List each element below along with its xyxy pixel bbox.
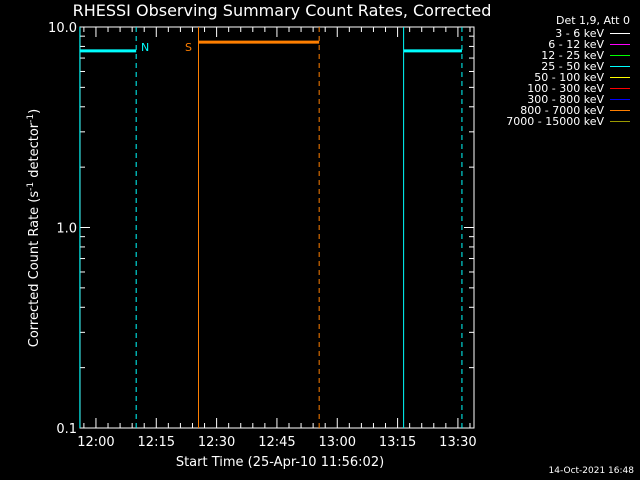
chart-title: RHESSI Observing Summary Count Rates, Co… (72, 1, 492, 20)
legend-swatch (610, 33, 630, 34)
plot-frame (79, 26, 475, 429)
legend-label: 50 - 100 keV (534, 71, 604, 84)
legend-swatch (610, 110, 630, 111)
x-tick-label: 12:00 (77, 435, 114, 450)
legend-entry: 3 - 6 keV (482, 28, 630, 39)
x-tick-label: 13:00 (319, 435, 356, 450)
y-tick-label: 1.0 (56, 222, 77, 237)
x-tick-label: 12:45 (258, 435, 295, 450)
legend-label: 6 - 12 keV (548, 38, 604, 51)
legend-entry: 800 - 7000 keV (482, 105, 630, 116)
legend-swatch (610, 44, 630, 45)
event-label: N (141, 41, 149, 54)
legend-swatch (610, 121, 630, 122)
x-tick-label: 12:15 (138, 435, 175, 450)
x-tick-label: 12:30 (198, 435, 235, 450)
legend-swatch (610, 99, 630, 100)
legend-swatch (610, 55, 630, 56)
y-tick-label: 0.1 (56, 422, 77, 437)
legend-entry: 50 - 100 keV (482, 72, 630, 83)
y-axis-label: Corrected Count Rate (s-1 detector-1) (25, 108, 43, 348)
legend-entry: 25 - 50 keV (482, 61, 630, 72)
timestamp: 14-Oct-2021 16:48 (548, 466, 634, 476)
legend-entry: 7000 - 15000 keV (482, 116, 630, 127)
event-label: S (185, 41, 192, 54)
y-tick-label: 10.0 (48, 21, 77, 36)
legend-swatch (610, 66, 630, 67)
legend-label: 100 - 300 keV (527, 82, 604, 95)
x-tick-label: 13:30 (439, 435, 476, 450)
legend: Det 1,9, Att 0 3 - 6 keV 6 - 12 keV 12 - 2… (482, 14, 630, 127)
legend-label: 3 - 6 keV (555, 27, 604, 40)
x-tick-label: 13:15 (379, 435, 416, 450)
legend-label: 25 - 50 keV (541, 60, 604, 73)
legend-swatch (610, 77, 630, 78)
legend-entry: 100 - 300 keV (482, 83, 630, 94)
legend-label: 12 - 25 keV (541, 49, 604, 62)
legend-label: 7000 - 15000 keV (506, 115, 604, 128)
legend-label: 800 - 7000 keV (520, 104, 604, 117)
legend-label: 300 - 800 keV (527, 93, 604, 106)
legend-entry: 6 - 12 keV (482, 39, 630, 50)
legend-entry: 300 - 800 keV (482, 94, 630, 105)
x-axis-label: Start Time (25-Apr-10 11:56:02) (175, 455, 385, 470)
legend-title: Det 1,9, Att 0 (556, 14, 630, 27)
legend-swatch (610, 88, 630, 89)
legend-entry: 12 - 25 keV (482, 50, 630, 61)
